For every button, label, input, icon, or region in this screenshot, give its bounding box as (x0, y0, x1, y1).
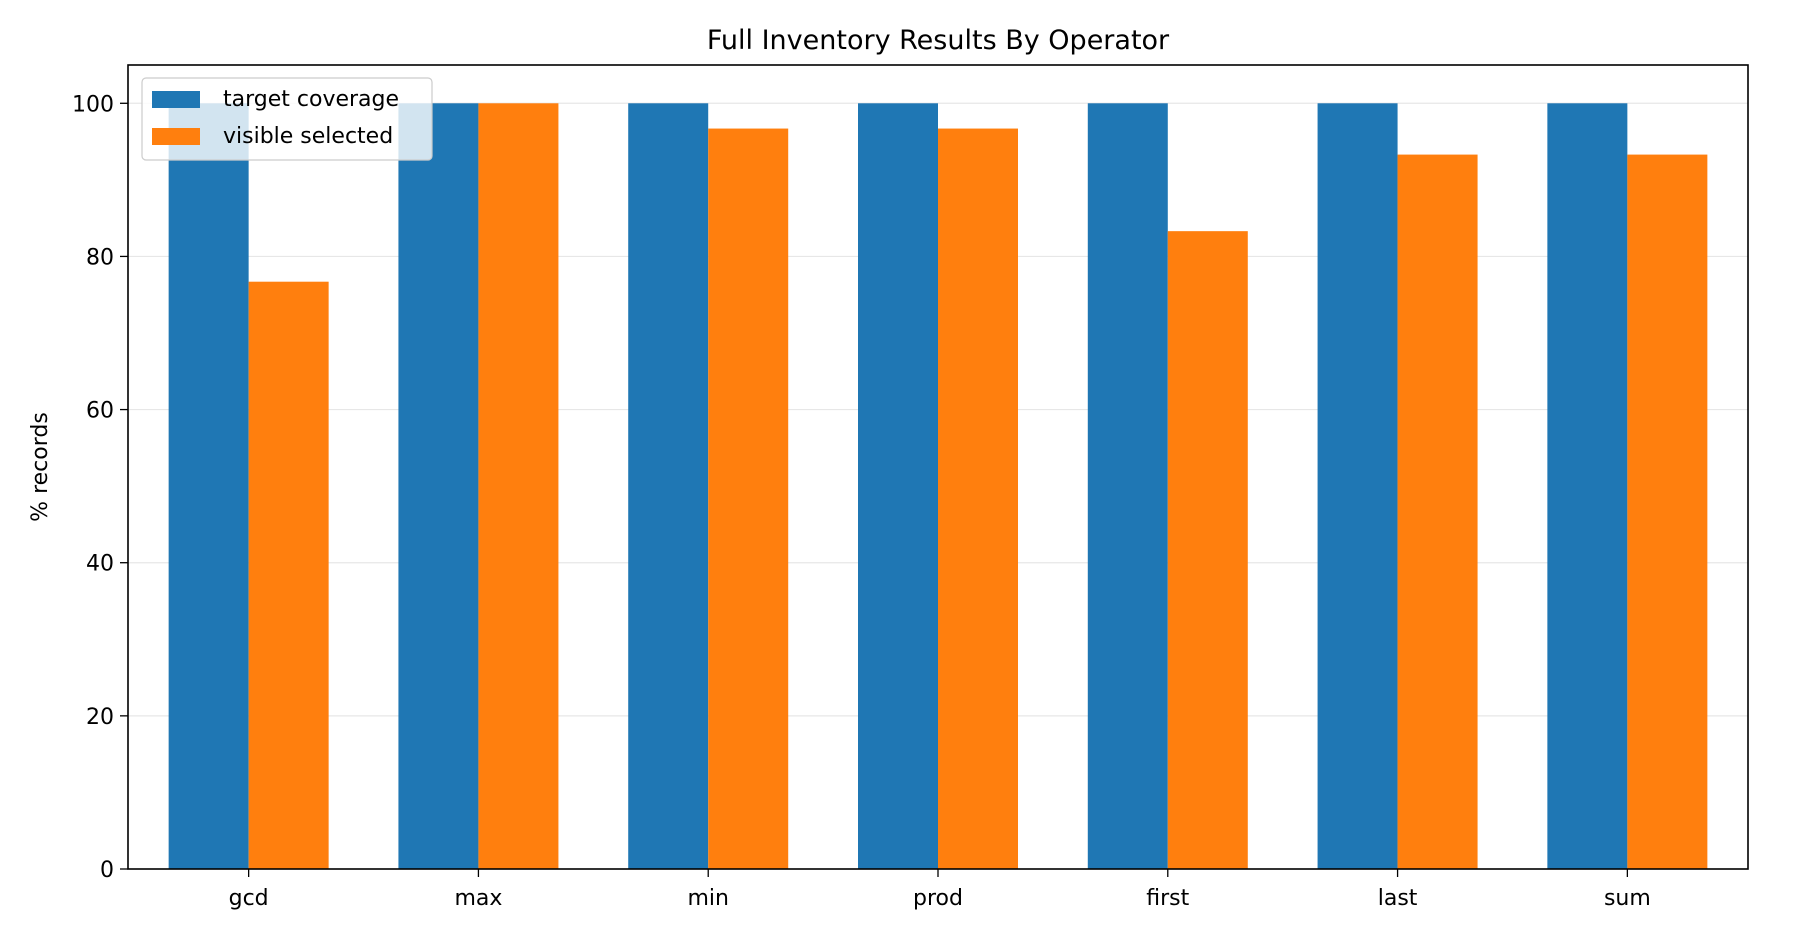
bar-visible-selected-max (478, 103, 559, 870)
bar-target-coverage-sum (1547, 103, 1628, 870)
bar-target-coverage-max (398, 103, 479, 870)
bar-visible-selected-sum (1627, 154, 1708, 870)
x-tick-label: prod (913, 886, 963, 911)
x-tick-label: first (1146, 886, 1189, 911)
legend: target coverage visible selected (141, 77, 433, 161)
y-tick-label: 80 (86, 245, 114, 270)
legend-box (141, 77, 433, 161)
legend-swatch (152, 91, 200, 108)
y-axis: 0 20 40 60 80 100 (72, 92, 128, 883)
legend-label: visible selected (223, 124, 393, 149)
legend-swatch (152, 128, 200, 145)
bar-visible-selected-prod (938, 128, 1018, 869)
legend-label: target coverage (223, 87, 399, 112)
bar-target-coverage-prod (858, 103, 938, 870)
bar-visible-selected-min (708, 128, 789, 869)
x-tick-label: last (1378, 886, 1418, 911)
bars-layer (168, 103, 1708, 870)
bar-target-coverage-gcd (168, 103, 249, 870)
x-tick-label: gcd (229, 886, 269, 911)
chart-title: Full Inventory Results By Operator (707, 25, 1170, 56)
x-tick-label: sum (1604, 886, 1651, 911)
y-tick-label: 100 (72, 92, 114, 117)
y-tick-label: 60 (86, 399, 114, 424)
x-tick-label: min (687, 886, 729, 911)
bar-visible-selected-last (1397, 154, 1478, 870)
bar-visible-selected-gcd (248, 281, 329, 869)
y-tick-label: 20 (86, 705, 114, 730)
bar-target-coverage-min (628, 103, 709, 870)
y-tick-label: 40 (86, 552, 114, 577)
x-tick-label: max (454, 886, 502, 911)
y-tick-label: 0 (100, 858, 114, 883)
bar-visible-selected-first (1167, 231, 1248, 869)
y-axis-label: % records (28, 412, 53, 522)
x-axis: gcd max min prod first last sum (229, 869, 1651, 911)
bar-target-coverage-first (1087, 103, 1168, 870)
bar-target-coverage-last (1317, 103, 1398, 870)
